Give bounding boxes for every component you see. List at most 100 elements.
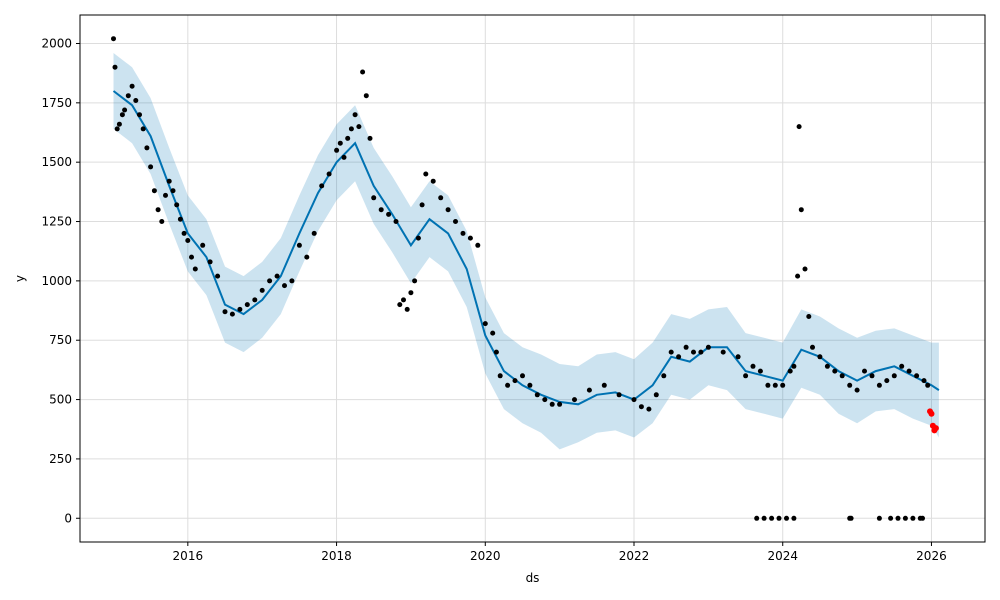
- observed-point: [122, 107, 128, 113]
- observed-point: [174, 202, 180, 208]
- observed-point: [542, 397, 548, 403]
- observed-point: [367, 135, 373, 141]
- observed-point: [743, 373, 749, 379]
- observed-point: [795, 273, 801, 279]
- observed-point: [557, 401, 563, 407]
- observed-point: [920, 515, 925, 521]
- observed-point: [319, 183, 325, 189]
- observed-point: [393, 219, 399, 224]
- observed-point: [720, 349, 726, 355]
- observed-point: [296, 242, 302, 248]
- observed-points: [111, 36, 931, 521]
- observed-point: [876, 515, 882, 521]
- observed-point: [832, 368, 838, 374]
- observed-point: [378, 207, 384, 213]
- observed-point: [839, 373, 845, 379]
- holdout-points: [927, 408, 939, 434]
- observed-point: [891, 373, 897, 379]
- observed-point: [572, 397, 577, 403]
- y-tick-label: 1250: [41, 215, 72, 229]
- observed-point: [185, 238, 191, 243]
- observed-point: [304, 254, 310, 260]
- y-tick-label: 500: [49, 393, 72, 407]
- observed-point: [207, 259, 213, 265]
- observed-point: [289, 278, 295, 284]
- observed-point: [810, 344, 815, 350]
- y-tick-label: 1750: [41, 96, 72, 110]
- x-tick-label: 2016: [173, 549, 204, 563]
- observed-point: [798, 207, 804, 213]
- observed-point: [895, 515, 901, 521]
- observed-point: [631, 397, 637, 403]
- observed-point: [229, 311, 235, 317]
- observed-point: [876, 382, 882, 388]
- observed-point: [601, 382, 607, 388]
- observed-point: [415, 235, 421, 241]
- observed-point: [705, 344, 711, 350]
- observed-point: [482, 321, 488, 327]
- x-axis-label: ds: [526, 571, 540, 585]
- observed-point: [267, 278, 273, 284]
- observed-point: [274, 273, 280, 279]
- observed-point: [910, 515, 916, 521]
- observed-point: [475, 242, 481, 248]
- observed-point: [698, 349, 704, 355]
- observed-point: [163, 192, 168, 198]
- observed-point: [505, 382, 511, 388]
- x-tick-label: 2018: [321, 549, 352, 563]
- y-tick-label: 1500: [41, 155, 72, 169]
- observed-point: [899, 363, 905, 369]
- observed-point: [371, 195, 377, 201]
- observed-point: [419, 202, 425, 208]
- observed-point: [467, 235, 473, 241]
- observed-point: [888, 515, 894, 521]
- forecast-line: [112, 90, 940, 406]
- observed-point: [854, 387, 860, 393]
- uncertainty-band: [113, 53, 939, 450]
- observed-point: [345, 135, 351, 141]
- holdout-point: [928, 410, 935, 417]
- observed-point: [691, 349, 696, 355]
- observed-point: [534, 392, 540, 398]
- observed-point: [902, 515, 908, 521]
- observed-point: [445, 207, 451, 213]
- observed-point: [181, 230, 187, 236]
- observed-point: [348, 126, 354, 132]
- observed-point: [144, 145, 150, 151]
- observed-point: [862, 368, 867, 374]
- y-tick-label: 1000: [41, 274, 72, 288]
- observed-point: [356, 124, 362, 130]
- observed-point: [125, 93, 131, 99]
- observed-point: [112, 64, 118, 70]
- observed-point: [884, 378, 890, 384]
- observed-point: [757, 368, 763, 374]
- y-tick-label: 750: [49, 333, 72, 347]
- observed-point: [159, 219, 165, 224]
- observed-point: [140, 126, 146, 132]
- observed-point: [493, 349, 499, 355]
- x-tick-label: 2020: [470, 549, 501, 563]
- x-tick-label: 2024: [767, 549, 798, 563]
- x-axis: 2016 2018 2020 2022 2024 2026: [173, 542, 947, 563]
- y-tick-label: 2000: [41, 36, 72, 50]
- observed-point: [735, 354, 741, 360]
- observed-point: [252, 297, 258, 303]
- observed-point: [549, 401, 555, 407]
- observed-point: [796, 124, 802, 130]
- observed-point: [311, 230, 317, 236]
- observed-point: [787, 368, 793, 374]
- observed-point: [334, 147, 340, 153]
- observed-point: [363, 93, 369, 99]
- observed-point: [925, 382, 931, 388]
- observed-point: [676, 354, 682, 360]
- observed-point: [282, 283, 287, 289]
- observed-point: [352, 112, 358, 118]
- observed-point: [423, 171, 429, 177]
- observed-point: [116, 121, 122, 127]
- observed-point: [668, 349, 674, 355]
- observed-point: [155, 207, 161, 213]
- observed-point: [386, 211, 392, 217]
- observed-point: [761, 515, 767, 521]
- observed-point: [772, 382, 778, 388]
- observed-point: [802, 266, 808, 272]
